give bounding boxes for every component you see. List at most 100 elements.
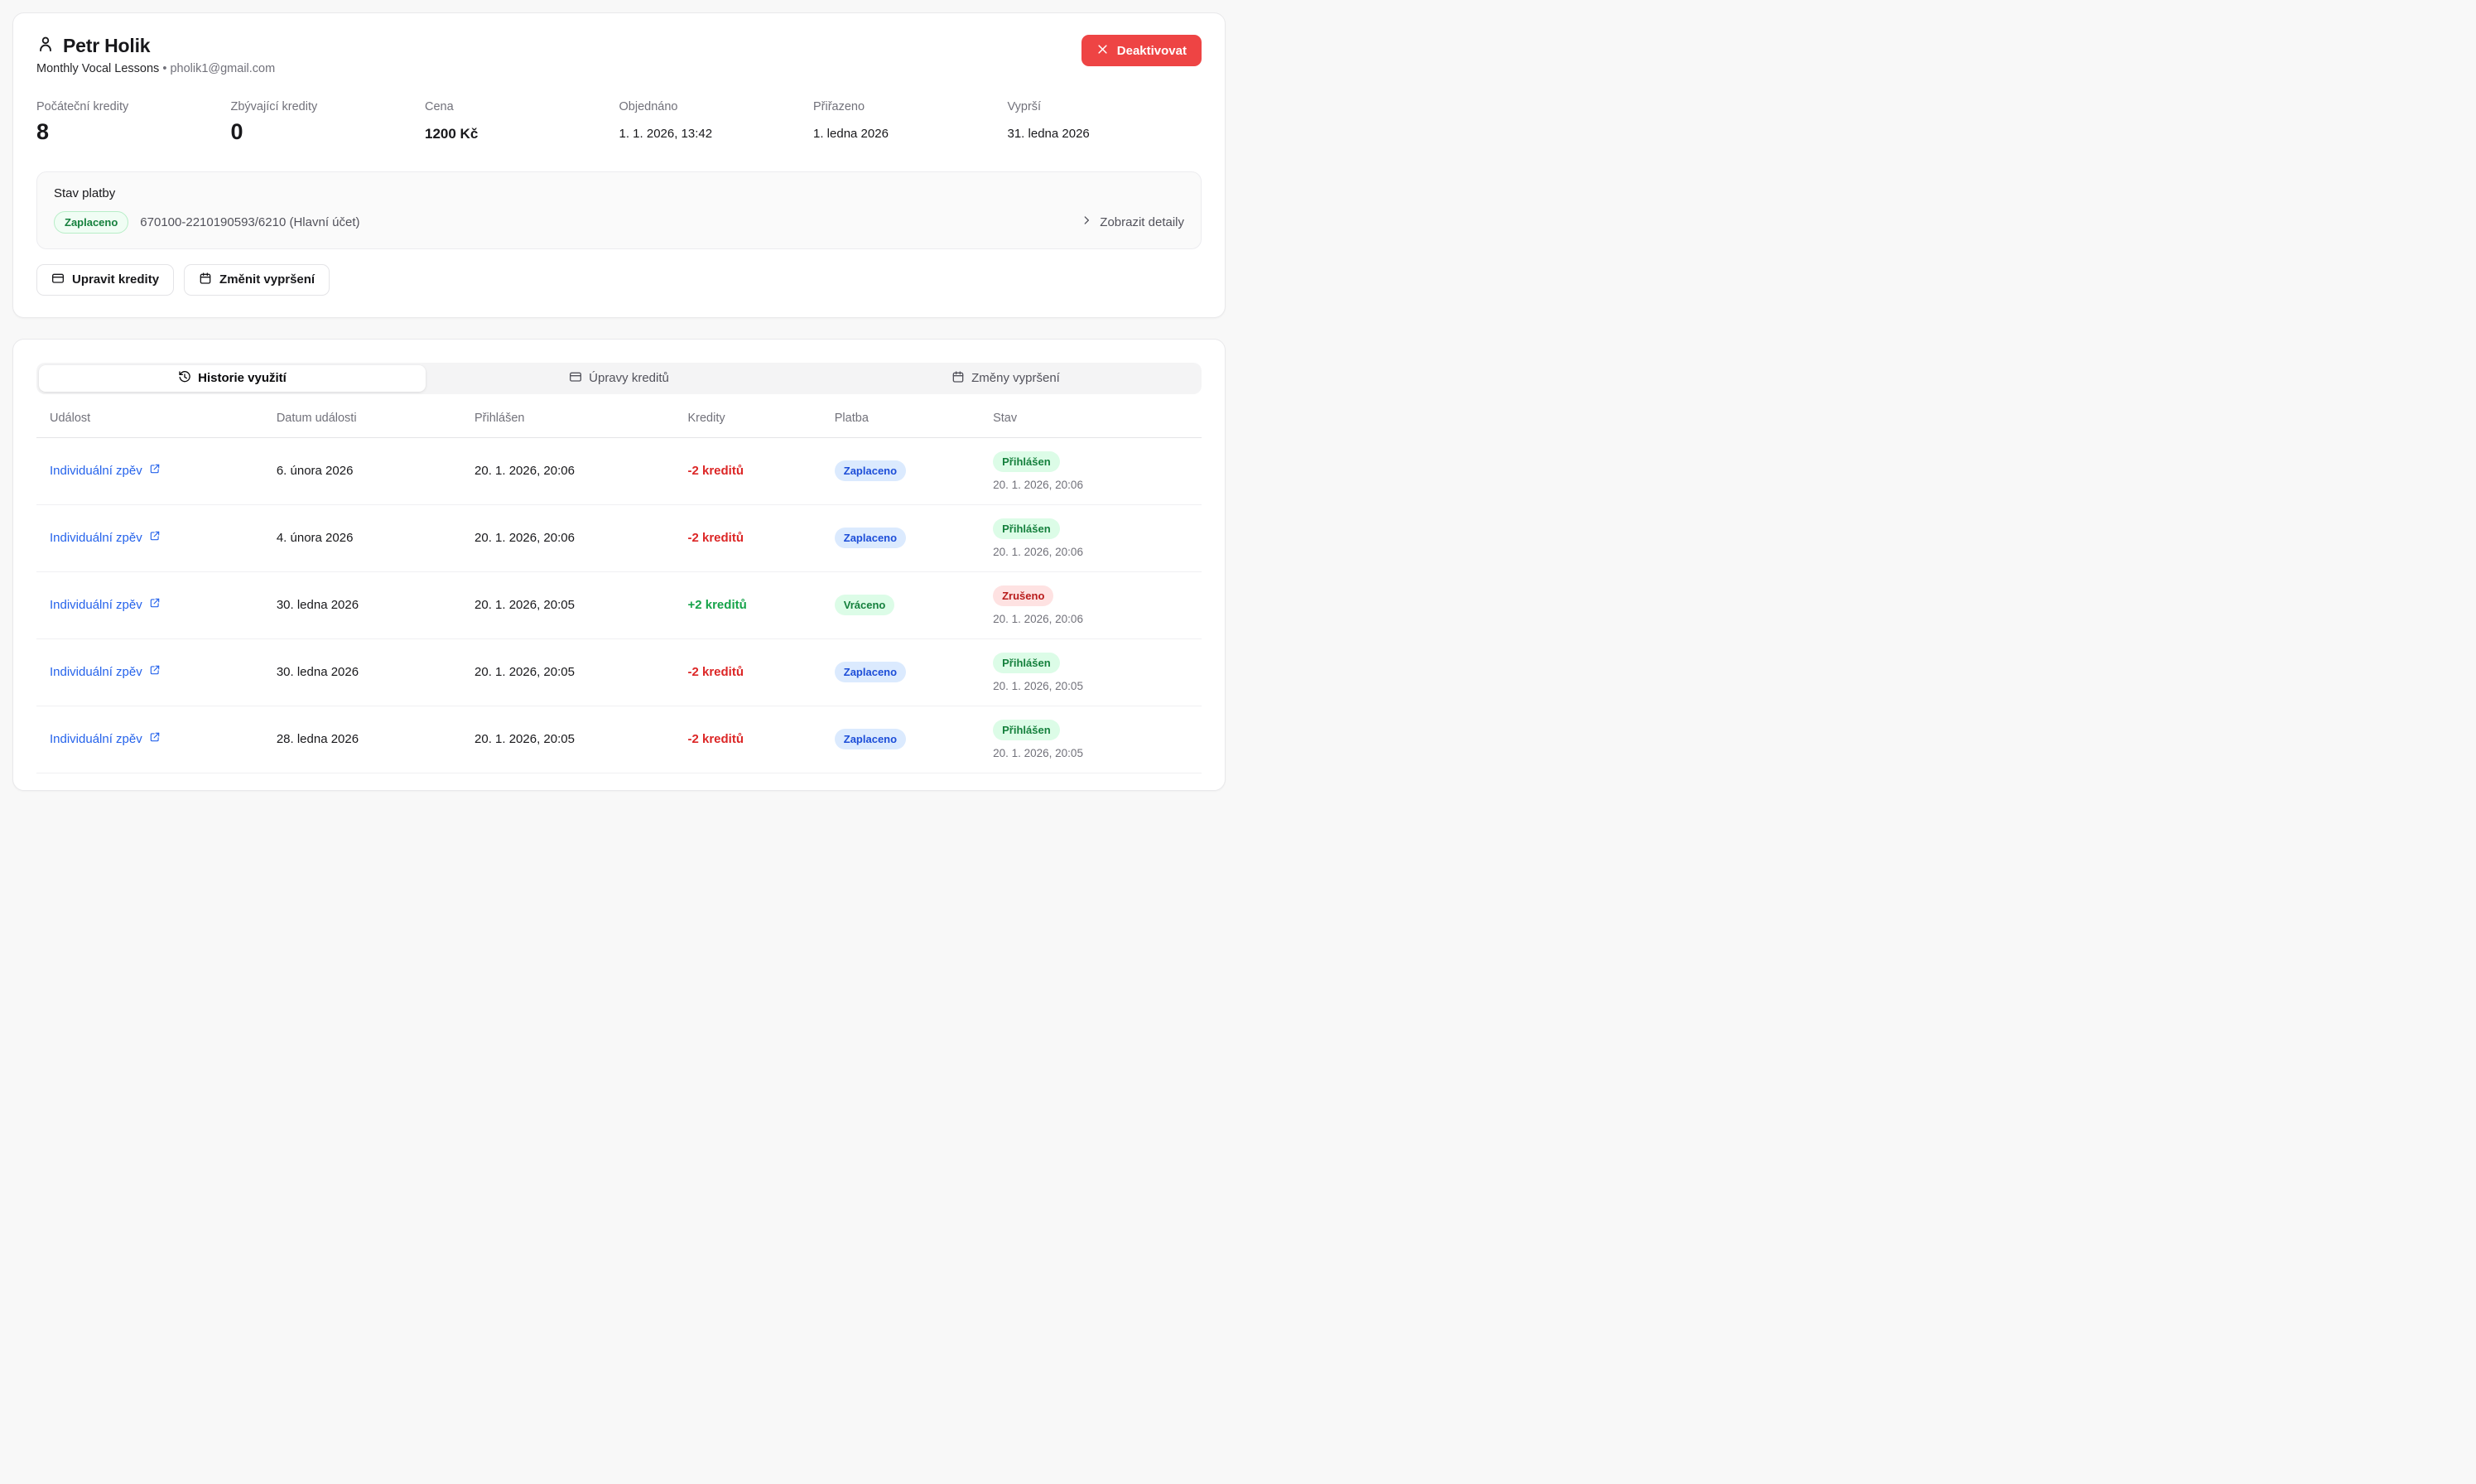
subtitle-separator: • [162,62,166,75]
credits-delta: +2 kreditů [687,598,834,612]
event-link[interactable]: Individuální zpěv [50,597,161,612]
credits-delta: -2 kreditů [687,732,834,746]
stat-label: Přiřazeno [813,100,1008,113]
stat-assigned: Přiřazeno 1. ledna 2026 [813,100,1008,145]
status-cell: Přihlášen 20. 1. 2026, 20:06 [993,451,1202,491]
table-row: Individuální zpěv 30. ledna 2026 20. 1. … [36,572,1202,639]
payment-status-panel: Stav platby Zaplaceno 670100-2210190593/… [36,171,1202,249]
stat-label: Cena [425,100,619,113]
payment-badge: Zaplaceno [835,528,906,548]
status-time: 20. 1. 2026, 20:06 [993,546,1202,558]
stat-label: Zbývající kredity [231,100,426,113]
stat-value: 1. 1. 2026, 13:42 [619,127,814,141]
status-time: 20. 1. 2026, 20:06 [993,613,1202,625]
chevron-right-icon [1081,214,1092,229]
stat-initial-credits: Počáteční kredity 8 [36,100,231,145]
external-link-icon [149,664,161,679]
bank-account-number: 670100-2210190593/6210 (Hlavní účet) [140,215,359,229]
stat-value: 31. ledna 2026 [1008,127,1202,141]
stat-price: Cena 1200 Kč [425,100,619,145]
customer-email: pholik1@gmail.com [170,62,275,75]
column-header-credits: Kredity [687,412,834,425]
change-expiry-label: Změnit vypršení [219,272,315,287]
stat-value: 8 [36,120,231,145]
column-header-event: Událost [36,412,277,425]
event-link[interactable]: Individuální zpěv [50,530,161,545]
event-date: 4. února 2026 [277,531,474,545]
payment-badge: Vráceno [835,595,895,615]
credits-delta: -2 kreditů [687,531,834,545]
stat-label: Objednáno [619,100,814,113]
tab-expiry-changes[interactable]: Změny vypršení [812,365,1199,392]
event-link[interactable]: Individuální zpěv [50,664,161,679]
registered-at: 20. 1. 2026, 20:05 [474,732,687,746]
calendar-icon [199,272,212,288]
event-link[interactable]: Individuální zpěv [50,731,161,746]
status-badge: Přihlášen [993,720,1060,740]
credit-card-icon [51,272,65,288]
event-name: Individuální zpěv [50,531,142,545]
status-badge: Přihlášen [993,518,1060,539]
calendar-icon [951,370,965,387]
stat-label: Počáteční kredity [36,100,231,113]
payment-badge: Zaplaceno [835,729,906,749]
stat-ordered: Objednáno 1. 1. 2026, 13:42 [619,100,814,145]
tab-bar: Historie využití Úpravy kreditů Změny vy… [36,363,1202,394]
status-time: 20. 1. 2026, 20:06 [993,479,1202,491]
event-date: 6. února 2026 [277,464,474,478]
edit-credits-button[interactable]: Upravit kredity [36,264,174,296]
change-expiry-button[interactable]: Změnit vypršení [184,264,330,296]
event-name: Individuální zpěv [50,464,142,478]
subscription-stats: Počáteční kredity 8 Zbývající kredity 0 … [36,100,1202,145]
column-header-payment: Platba [835,412,993,425]
stat-value: 1. ledna 2026 [813,127,1008,141]
registered-at: 20. 1. 2026, 20:06 [474,464,687,478]
show-details-link[interactable]: Zobrazit detaily [1081,214,1184,229]
status-time: 20. 1. 2026, 20:05 [993,680,1202,692]
deactivate-button[interactable]: Deaktivovat [1081,35,1202,66]
table-row: Individuální zpěv 4. února 2026 20. 1. 2… [36,505,1202,572]
event-date: 30. ledna 2026 [277,665,474,679]
customer-subtitle: Monthly Vocal Lessons • pholik1@gmail.co… [36,62,275,75]
event-name: Individuální zpěv [50,665,142,679]
table-row: Individuální zpěv 30. ledna 2026 20. 1. … [36,639,1202,706]
status-cell: Přihlášen 20. 1. 2026, 20:05 [993,720,1202,759]
table-row: Individuální zpěv 28. ledna 2026 20. 1. … [36,706,1202,773]
credit-card-icon [569,370,582,387]
credits-delta: -2 kreditů [687,464,834,478]
payment-status-badge: Zaplaceno [54,211,128,234]
payment-status-title: Stav platby [54,186,1184,200]
user-icon [36,35,55,57]
table-header: Událost Datum události Přihlášen Kredity… [36,394,1202,438]
status-badge: Přihlášen [993,653,1060,673]
history-icon [178,370,191,387]
credits-delta: -2 kreditů [687,665,834,679]
x-icon [1096,43,1109,59]
registered-at: 20. 1. 2026, 20:05 [474,665,687,679]
event-link[interactable]: Individuální zpěv [50,463,161,478]
page-title: Petr Holik [63,35,150,57]
column-header-status: Stav [993,412,1202,425]
event-date: 28. ledna 2026 [277,732,474,746]
stat-value: 1200 Kč [425,126,619,142]
tab-label: Úpravy kreditů [589,371,669,385]
event-date: 30. ledna 2026 [277,598,474,612]
product-name: Monthly Vocal Lessons [36,62,159,75]
payment-badge: Zaplaceno [835,460,906,481]
history-card: Historie využití Úpravy kreditů Změny vy… [12,339,1226,791]
edit-credits-label: Upravit kredity [72,272,159,287]
tab-credit-adjustments[interactable]: Úpravy kreditů [426,365,812,392]
table-row: Individuální zpěv 6. února 2026 20. 1. 2… [36,438,1202,505]
external-link-icon [149,597,161,612]
stat-remaining-credits: Zbývající kredity 0 [231,100,426,145]
tab-label: Změny vypršení [971,371,1060,385]
column-header-registered: Přihlášen [474,412,687,425]
status-badge: Přihlášen [993,451,1060,472]
deactivate-label: Deaktivovat [1117,44,1187,58]
stat-value: 0 [231,120,426,145]
status-cell: Přihlášen 20. 1. 2026, 20:05 [993,653,1202,692]
event-name: Individuální zpěv [50,598,142,612]
external-link-icon [149,463,161,478]
stat-label: Vyprší [1008,100,1202,113]
tab-usage-history[interactable]: Historie využití [39,365,426,392]
